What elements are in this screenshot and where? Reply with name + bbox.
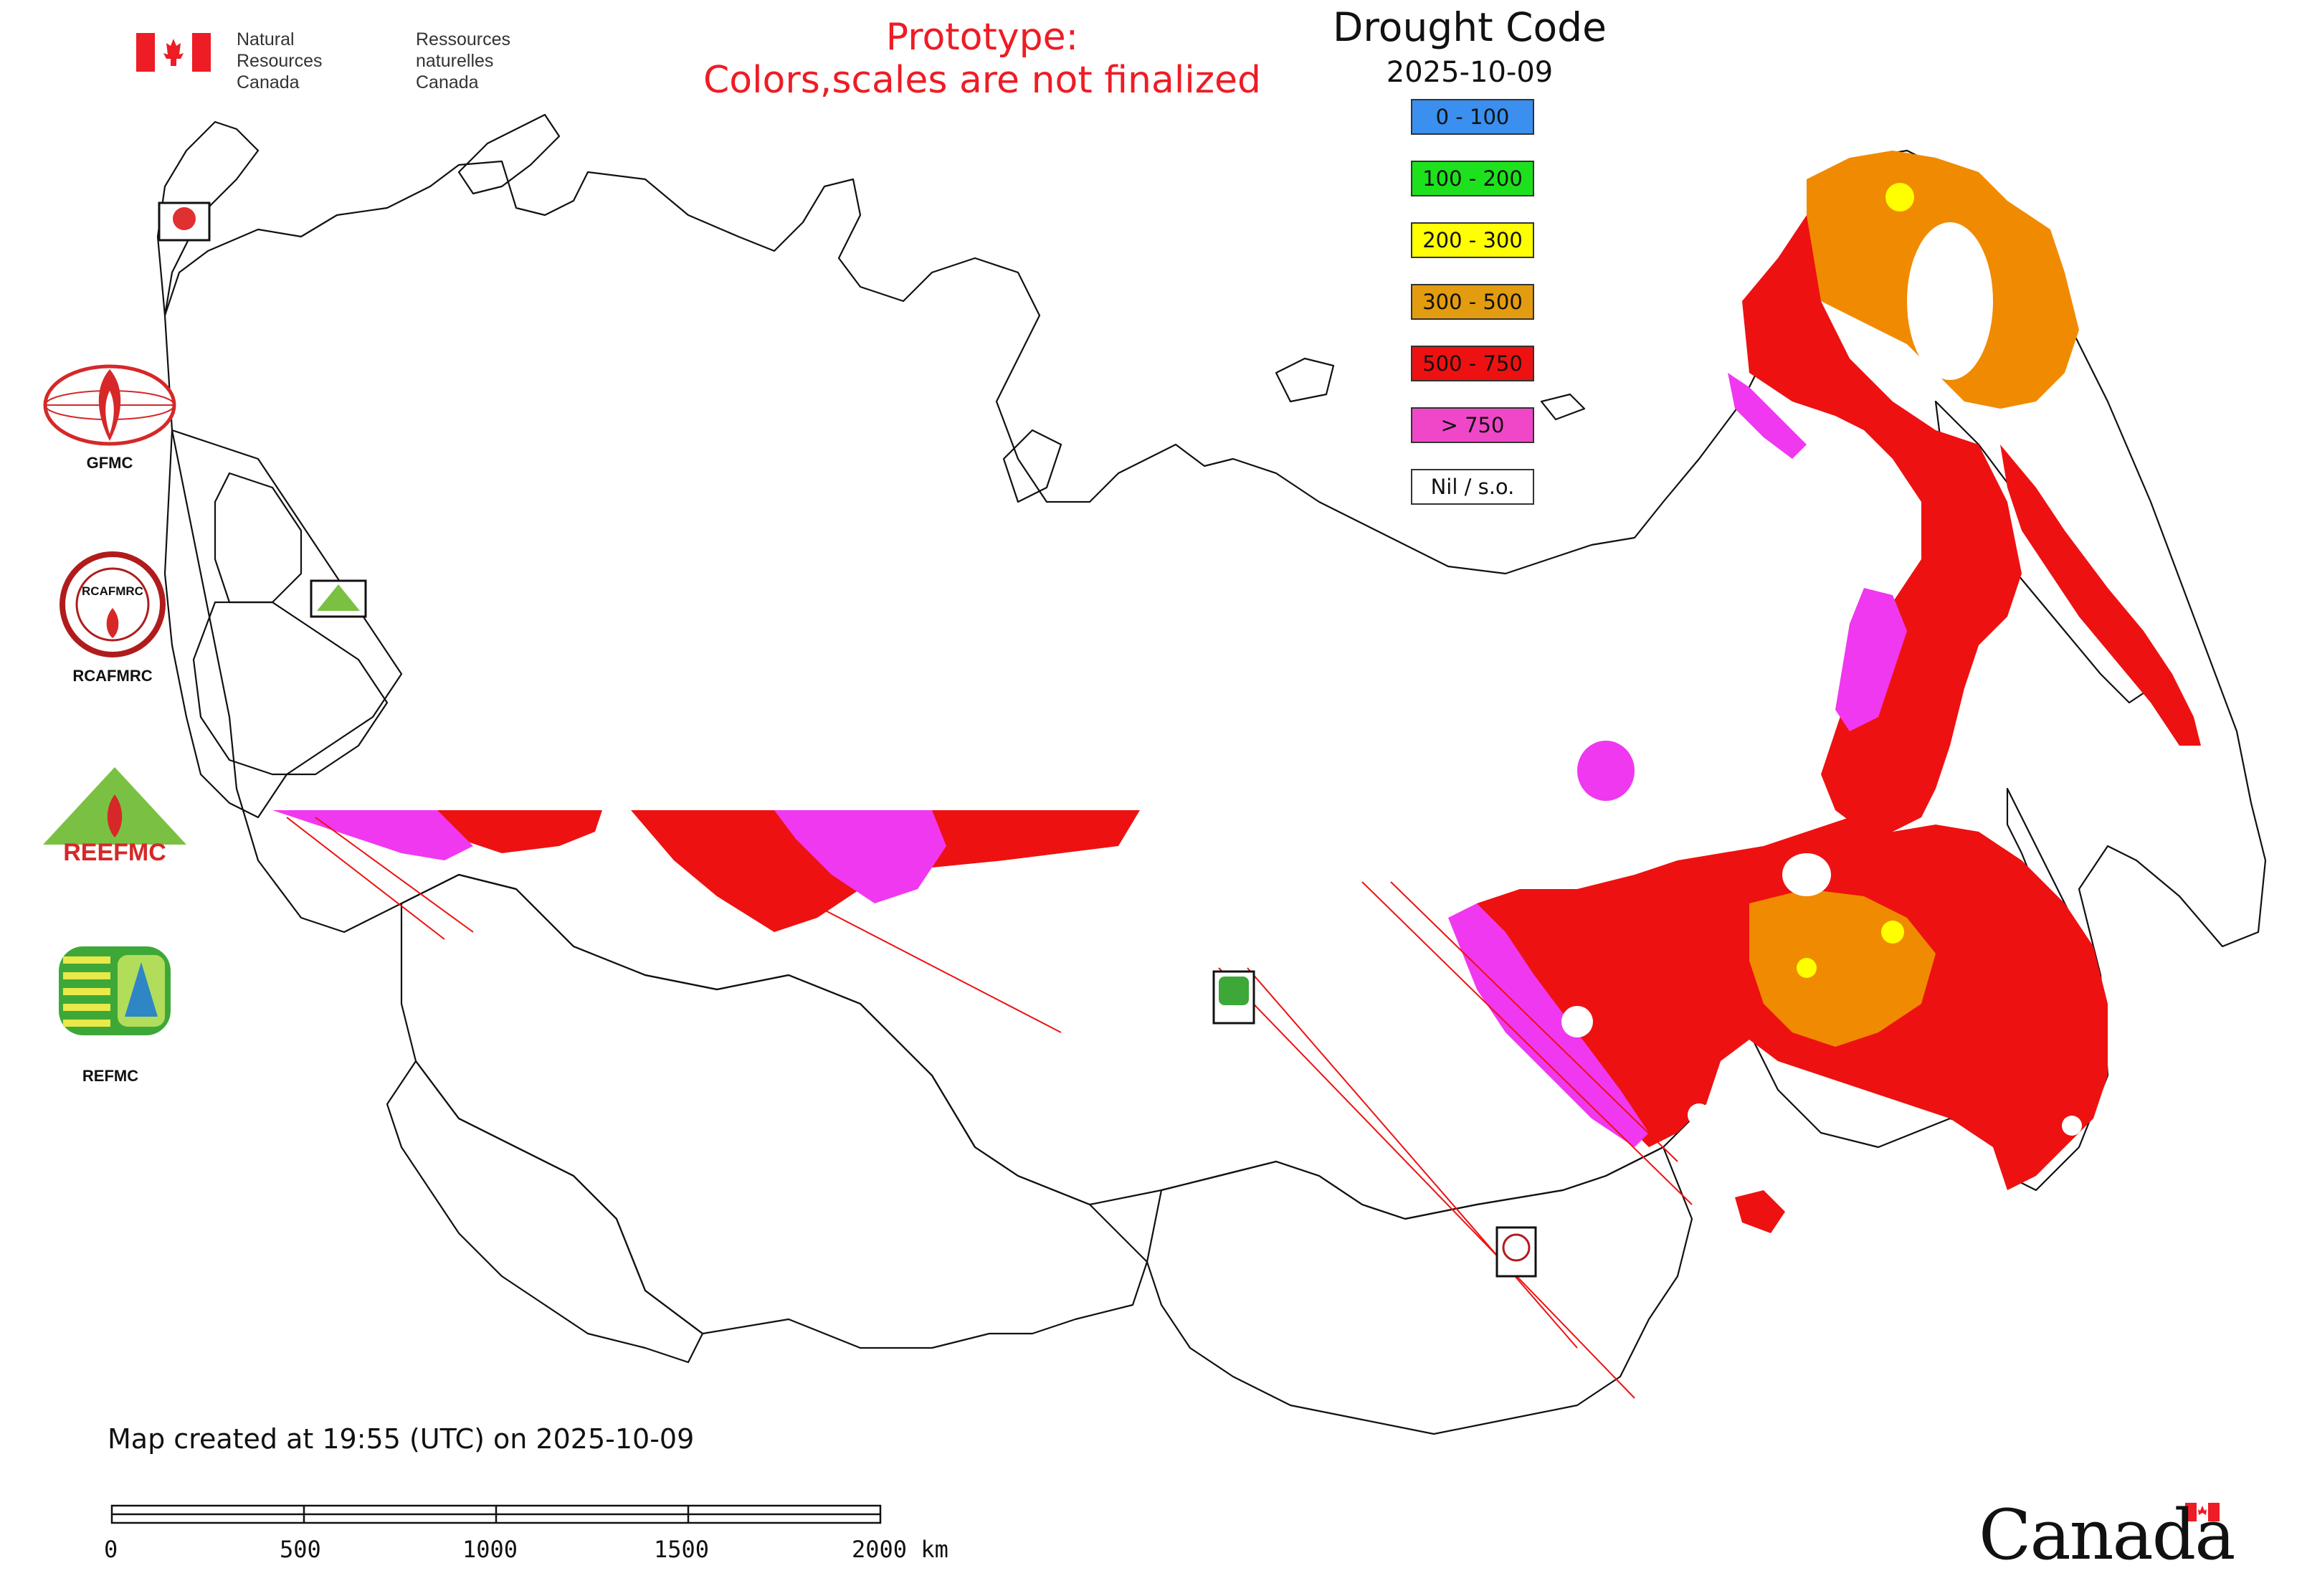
org-name-fr: Ressources naturelles Canada xyxy=(416,29,510,92)
scale-label-1500: 1500 xyxy=(654,1536,710,1563)
canada-wordmark-flag xyxy=(2185,1503,2220,1521)
dc-area-nil-3 xyxy=(2062,1116,2082,1136)
prototype-notice: Prototype: Colors,scales are not finaliz… xyxy=(703,16,1262,102)
legend-class-nil: Nil / s.o. xyxy=(1411,469,1534,505)
ukraine-outline xyxy=(192,601,389,776)
map-marker-refmc-emblem xyxy=(1219,977,1249,1005)
dc-area-yellow-3 xyxy=(1885,183,1914,212)
legend-class-300-500: 300 - 500 xyxy=(1411,284,1534,320)
novaya-zemlya xyxy=(457,113,561,195)
dc-area-magenta-spot xyxy=(1577,741,1635,801)
stripe-5 xyxy=(1247,967,1578,1349)
belarus-outline xyxy=(214,472,303,604)
map-center-markers xyxy=(158,201,1537,1278)
scale-label-1000: 1000 xyxy=(462,1536,518,1563)
dc-area-yellow-2 xyxy=(1797,958,1817,978)
stripe-3 xyxy=(645,817,1062,1033)
dc-area-central-band-magenta xyxy=(774,810,946,903)
stripe-7 xyxy=(1390,881,1678,1162)
reefmc-logo-icon: REEFMC xyxy=(43,767,186,866)
legend-title: Drought Code xyxy=(1333,4,1607,50)
reefmc-logo-text: REEFMC xyxy=(63,839,166,866)
refmc-logo-icon xyxy=(59,946,171,1035)
legend-date: 2025-10-09 xyxy=(1386,56,1554,89)
dc-area-western-band-red xyxy=(437,810,602,853)
stripe-4 xyxy=(1218,967,1635,1399)
stripe-1 xyxy=(286,817,445,940)
scale-label-500: 500 xyxy=(280,1536,321,1563)
western-border xyxy=(163,429,403,819)
map-marker-reefmc-emblem xyxy=(317,584,360,611)
svg-text:RCAFMRC: RCAFMRC xyxy=(82,584,143,598)
dc-area-northeast-red xyxy=(1742,215,2022,832)
stripe-2 xyxy=(315,817,474,933)
raster-striping xyxy=(286,817,1693,1399)
central-asia-outline xyxy=(386,1060,704,1364)
gfmc-label: GFMC xyxy=(86,454,133,472)
dc-area-western-band-magenta xyxy=(272,810,473,860)
map-marker-rcafmrc-emblem xyxy=(1502,1233,1531,1262)
legend-class-100-200: 100 - 200 xyxy=(1411,161,1534,196)
rcafmrc-label: RCAFMRC xyxy=(72,667,153,685)
new-siberian-islands xyxy=(1275,357,1335,403)
severnaya-zemlya xyxy=(1002,429,1062,503)
dc-area-kamchatka-red xyxy=(2000,445,2201,746)
dc-area-fareast-magenta xyxy=(1448,903,1649,1147)
scale-label-0: 0 xyxy=(104,1536,118,1563)
legend-class-500-750: 500 - 750 xyxy=(1411,346,1534,381)
kazakhstan-outline xyxy=(400,873,1148,1349)
legend-class-200-300: 200 - 300 xyxy=(1411,222,1534,258)
org-name-en: Natural Resources Canada xyxy=(237,29,323,92)
wrangel-island xyxy=(1540,393,1586,421)
legend-class-0-100: 0 - 100 xyxy=(1411,99,1534,135)
scale-bar xyxy=(110,1504,882,1524)
dc-area-yellow-1 xyxy=(1881,921,1904,944)
dc-area-nil-1 xyxy=(1561,1006,1593,1037)
okhotsk-gap xyxy=(1907,222,1993,380)
scale-label-2000-km: 2000 km xyxy=(852,1536,948,1563)
dc-area-magenta-mid xyxy=(1835,588,1907,731)
drought-code-raster xyxy=(272,151,2201,1233)
amur-gap xyxy=(1782,853,1831,896)
map-marker-gfmc-emblem xyxy=(173,207,196,230)
dc-area-nil-2 xyxy=(1688,1103,1711,1126)
dc-area-magenta-strip-ne xyxy=(1728,373,1807,459)
mongolia-outline xyxy=(1146,1146,1693,1435)
dc-area-primorye-red xyxy=(1735,1190,1785,1233)
refmc-label: REFMC xyxy=(82,1067,139,1085)
map-created-text: Map created at 19:55 (UTC) on 2025-10-09 xyxy=(108,1423,695,1455)
canada-flag-icon xyxy=(136,33,211,72)
canada-wordmark: Canada xyxy=(1979,1495,2235,1575)
legend-class-over-750: > 750 xyxy=(1411,407,1534,443)
gfmc-logo-icon xyxy=(43,364,176,446)
stripe-6 xyxy=(1361,881,1693,1205)
rcafmrc-logo-icon: RCAFMRC xyxy=(60,551,166,657)
